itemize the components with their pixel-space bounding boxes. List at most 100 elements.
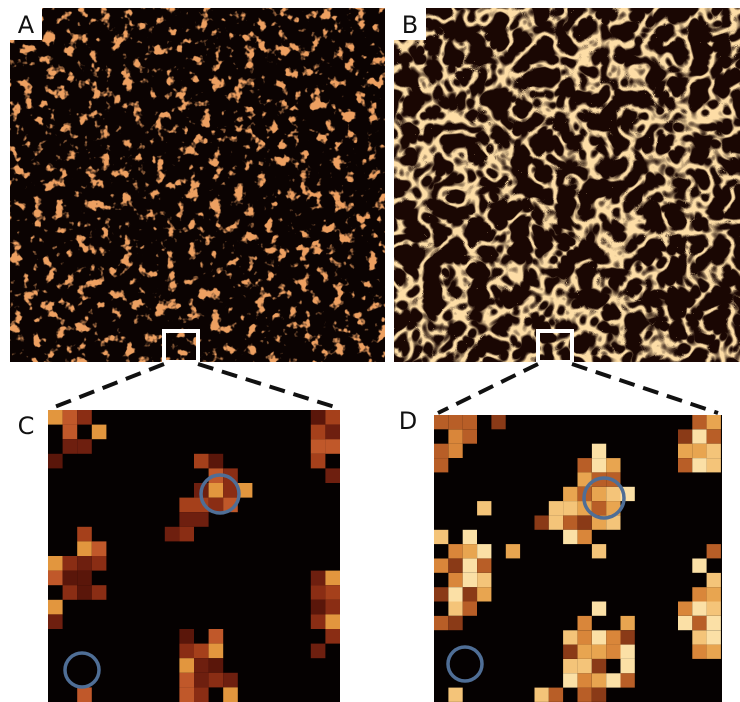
pixel <box>549 688 563 702</box>
pixel <box>692 630 706 644</box>
pixel <box>621 630 635 644</box>
pixel <box>179 673 194 688</box>
pixel <box>563 673 577 687</box>
pixel <box>194 687 209 702</box>
pixel <box>549 516 563 530</box>
pixel <box>606 645 620 659</box>
pixel <box>707 415 721 429</box>
pixel <box>463 587 477 601</box>
pixel <box>678 602 692 616</box>
pixel <box>325 425 340 440</box>
connector <box>438 364 538 413</box>
pixel <box>463 544 477 558</box>
pixel <box>707 458 721 472</box>
pixel <box>707 429 721 443</box>
pixel <box>77 556 92 571</box>
pixel <box>92 425 107 440</box>
pixel <box>606 487 620 501</box>
pixel <box>448 602 462 616</box>
pixel <box>77 439 92 454</box>
pixel <box>678 444 692 458</box>
pixel <box>209 454 224 469</box>
pixel <box>63 556 78 571</box>
pixel <box>592 544 606 558</box>
pixel <box>223 673 238 688</box>
pixel <box>563 487 577 501</box>
pixel <box>448 559 462 573</box>
panel-label: C <box>18 412 35 440</box>
connector <box>572 364 718 413</box>
panel-label: B <box>402 11 418 39</box>
pixel <box>194 644 209 659</box>
pixel <box>194 658 209 673</box>
pixel <box>578 630 592 644</box>
page: A B C D (() => { const data = JSON.parse… <box>0 0 740 702</box>
pixel <box>477 544 491 558</box>
pixel <box>434 587 448 601</box>
pixel <box>506 544 520 558</box>
pixel <box>48 556 63 571</box>
pixel <box>325 571 340 586</box>
pixel <box>311 600 326 615</box>
pixel <box>592 645 606 659</box>
pixel <box>48 454 63 469</box>
pixel <box>77 571 92 586</box>
pixel <box>311 585 326 600</box>
pixel <box>179 629 194 644</box>
pixel <box>434 458 448 472</box>
pixel <box>578 673 592 687</box>
pixel <box>606 458 620 472</box>
pixel <box>448 429 462 443</box>
pixel <box>434 444 448 458</box>
pixel <box>48 600 63 615</box>
pixel <box>678 458 692 472</box>
pixel <box>179 512 194 527</box>
pixel <box>707 630 721 644</box>
pixel <box>592 444 606 458</box>
pixel <box>77 410 92 425</box>
pixel <box>179 644 194 659</box>
pixel <box>325 614 340 629</box>
pixel <box>63 585 78 600</box>
pixel <box>448 616 462 630</box>
pixel <box>592 673 606 687</box>
pixel <box>311 644 326 659</box>
pixel <box>477 559 491 573</box>
pixel <box>48 571 63 586</box>
pixel <box>179 658 194 673</box>
pixel <box>578 458 592 472</box>
pixel <box>621 659 635 673</box>
pixel <box>463 415 477 429</box>
pixel <box>48 410 63 425</box>
pixel <box>434 415 448 429</box>
pixel <box>707 587 721 601</box>
pixel <box>463 530 477 544</box>
pixel <box>63 425 78 440</box>
pixel <box>592 487 606 501</box>
connector <box>52 364 164 408</box>
pixel <box>48 614 63 629</box>
pixel <box>592 458 606 472</box>
pixel <box>325 629 340 644</box>
pixel <box>535 516 549 530</box>
pixel <box>448 415 462 429</box>
pixel <box>692 429 706 443</box>
pixel <box>592 688 606 702</box>
pixel <box>311 425 326 440</box>
pixel <box>77 527 92 542</box>
pixel <box>325 468 340 483</box>
pixel <box>563 659 577 673</box>
pixel <box>209 658 224 673</box>
pixel <box>448 573 462 587</box>
pixel <box>311 454 326 469</box>
pixel <box>477 573 491 587</box>
pixel <box>563 516 577 530</box>
connector <box>198 364 338 408</box>
pixel <box>707 544 721 558</box>
pixel <box>311 614 326 629</box>
pixel <box>592 501 606 515</box>
pixel <box>578 645 592 659</box>
pixel <box>491 415 505 429</box>
pixel <box>448 444 462 458</box>
pixel <box>63 439 78 454</box>
